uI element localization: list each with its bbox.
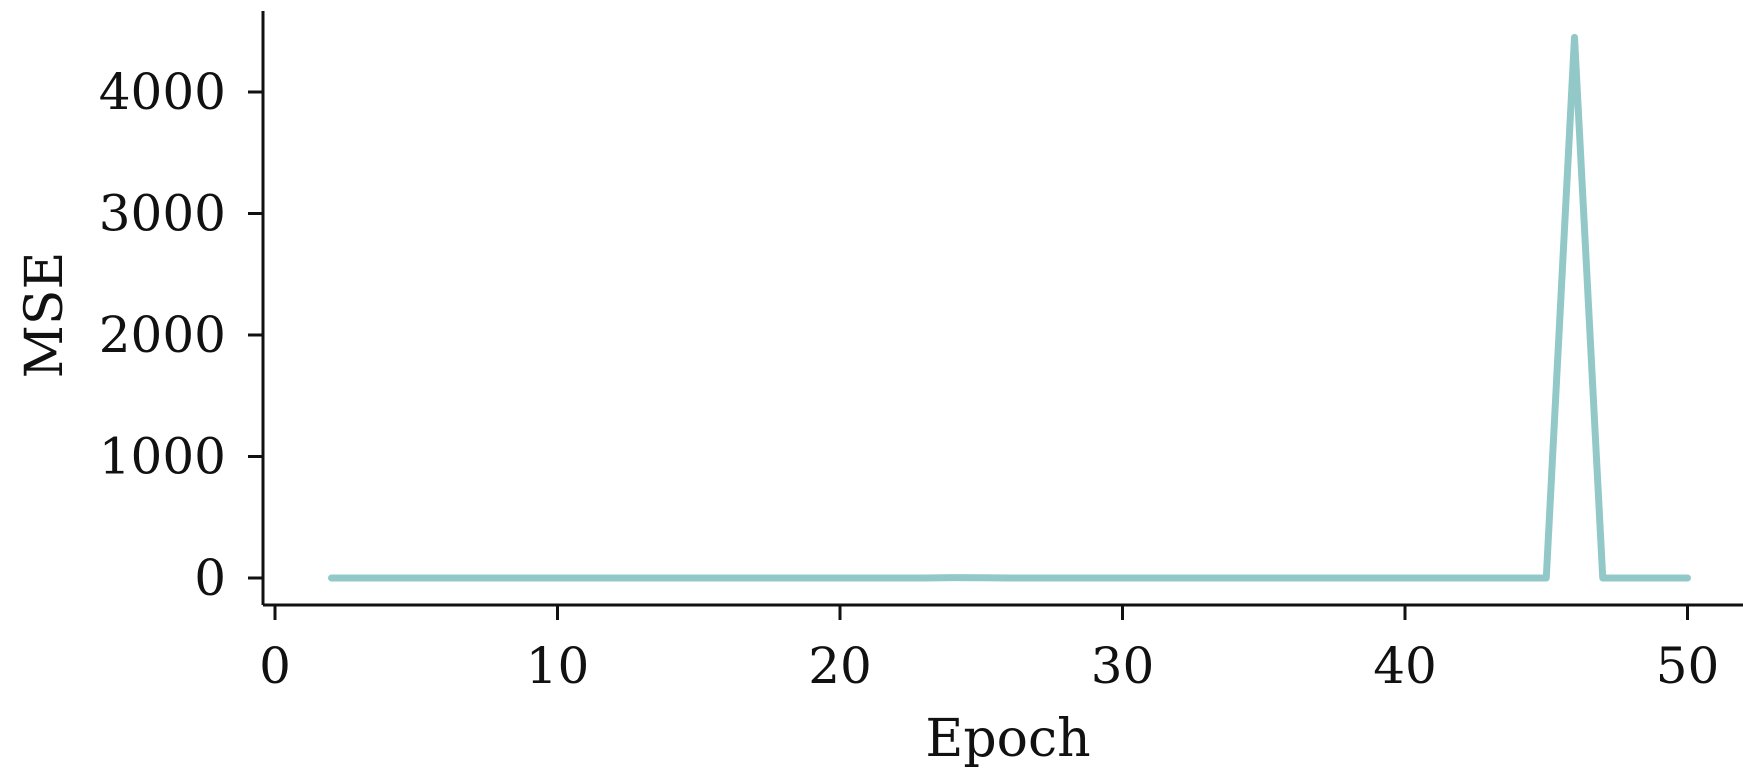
y-axis-ticks: 0 1000 2000 3000 4000 <box>99 63 263 607</box>
x-tick-label: 40 <box>1373 637 1437 695</box>
series-layer <box>328 33 1691 582</box>
x-axis-ticks: 0 10 20 30 40 50 <box>259 605 1719 695</box>
plot-area: 0 10 20 30 40 50 0 1000 2000 3000 4000 <box>99 11 1743 695</box>
series-line-0 <box>328 33 1691 582</box>
x-tick-label: 10 <box>526 637 590 695</box>
y-tick-label: 0 <box>194 549 226 607</box>
y-tick-label: 2000 <box>99 306 226 364</box>
y-axis-label: MSE <box>15 252 75 379</box>
x-axis-label: Epoch <box>925 709 1090 769</box>
y-tick-label: 4000 <box>99 63 226 121</box>
x-tick-label: 50 <box>1656 637 1720 695</box>
x-tick-label: 20 <box>808 637 872 695</box>
y-tick-label: 1000 <box>99 428 226 486</box>
y-tick-label: 3000 <box>99 185 226 243</box>
x-tick-label: 30 <box>1091 637 1155 695</box>
x-tick-label: 0 <box>259 637 291 695</box>
